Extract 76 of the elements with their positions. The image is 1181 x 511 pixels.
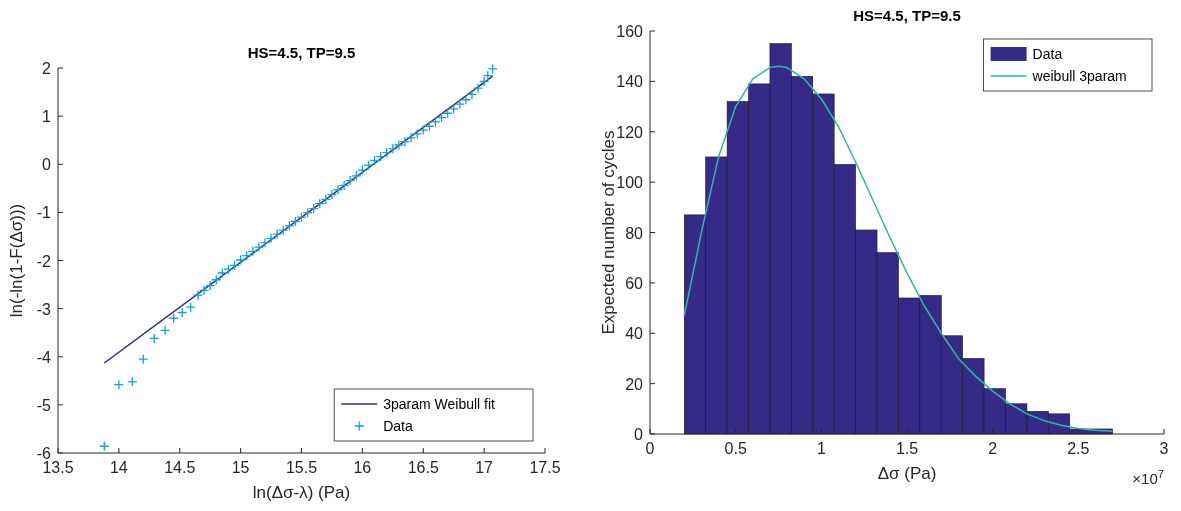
point xyxy=(405,132,417,143)
x-tick-label: 2.5 xyxy=(1067,440,1090,457)
x-tick-label: 17.5 xyxy=(529,459,561,476)
x-axis-title: ln(Δσ-λ) (Pa) xyxy=(252,483,351,502)
y-tick-label: 20 xyxy=(625,375,644,393)
y-tick-label: 0 xyxy=(634,426,644,443)
point xyxy=(253,241,265,253)
point xyxy=(272,228,283,240)
x-tick-label: 0.5 xyxy=(724,440,747,457)
y-tick-label: 40 xyxy=(625,325,644,343)
x-tick-label: 14.5 xyxy=(164,459,196,476)
x-tick-label: 0 xyxy=(645,440,655,457)
legend-label: 3param Weibull fit xyxy=(383,396,496,412)
x-tick-label: 13.5 xyxy=(42,459,74,476)
point xyxy=(302,207,313,219)
point xyxy=(466,89,478,100)
x-tick-label: 16.5 xyxy=(407,459,439,476)
x-tick-label: 15.5 xyxy=(285,459,318,476)
point xyxy=(320,194,331,205)
point xyxy=(192,290,204,301)
point xyxy=(460,94,472,105)
point xyxy=(478,76,490,87)
legend-label: Data xyxy=(1032,46,1063,62)
point xyxy=(412,128,423,140)
point xyxy=(448,103,459,115)
point xyxy=(430,116,441,128)
x-tick-label: 1.5 xyxy=(895,440,919,457)
point xyxy=(259,237,271,248)
y-tick-label: -6 xyxy=(36,445,52,462)
point xyxy=(487,63,498,75)
point xyxy=(113,379,125,390)
point xyxy=(265,233,277,244)
y-tick-label: -4 xyxy=(36,348,52,366)
y-tick-label: 80 xyxy=(625,224,644,242)
point xyxy=(399,136,411,147)
text: ×10$^{7}$ xyxy=(1132,468,1164,487)
x-tick-label: 14 xyxy=(109,459,128,476)
point xyxy=(387,143,398,154)
x-tick-label: 15 xyxy=(231,459,250,476)
y-tick-label: 140 xyxy=(616,73,644,91)
x-tick-label: 3 xyxy=(1159,440,1169,457)
y-tick-label: -1 xyxy=(36,204,52,222)
chart-title: HS=4.5, TP=9.5 xyxy=(853,7,961,24)
point xyxy=(284,220,295,231)
x-tick-label: 17 xyxy=(475,459,494,476)
point xyxy=(357,164,368,176)
legend-label: Data xyxy=(383,418,413,434)
point xyxy=(393,139,405,151)
y-tick-label: 100 xyxy=(616,174,644,192)
y-tick-label: 160 xyxy=(616,23,644,40)
legend-label: weibull 3param xyxy=(1031,68,1127,84)
point xyxy=(159,325,171,336)
y-tick-label: 60 xyxy=(625,274,644,292)
x-tick-label: 1 xyxy=(816,440,826,457)
point xyxy=(326,189,338,200)
point xyxy=(418,124,429,136)
x-tick-label: 2 xyxy=(988,440,998,457)
point xyxy=(217,267,228,279)
y-tick-label: 1 xyxy=(42,108,52,126)
y-tick-label: 120 xyxy=(616,123,644,141)
chart-title: HS=4.5, TP=9.5 xyxy=(247,44,356,61)
point xyxy=(235,254,246,266)
point xyxy=(338,180,350,191)
y-tick-label: -3 xyxy=(36,300,52,318)
y-axis-title: ln(-ln(1-F(Δσ))) xyxy=(7,203,26,318)
point xyxy=(332,184,344,195)
point xyxy=(472,83,484,94)
y-tick-label: -2 xyxy=(36,252,52,270)
x-axis-title: Δσ (Pa) xyxy=(877,464,937,483)
y-tick-label: 0 xyxy=(42,156,52,174)
y-tick-label: 2 xyxy=(42,60,52,77)
y-axis-title: Expected number of cycles xyxy=(599,130,618,335)
y-tick-label: -5 xyxy=(36,396,52,414)
x-tick-label: 16 xyxy=(353,459,372,476)
point xyxy=(198,285,210,296)
point xyxy=(454,98,465,110)
